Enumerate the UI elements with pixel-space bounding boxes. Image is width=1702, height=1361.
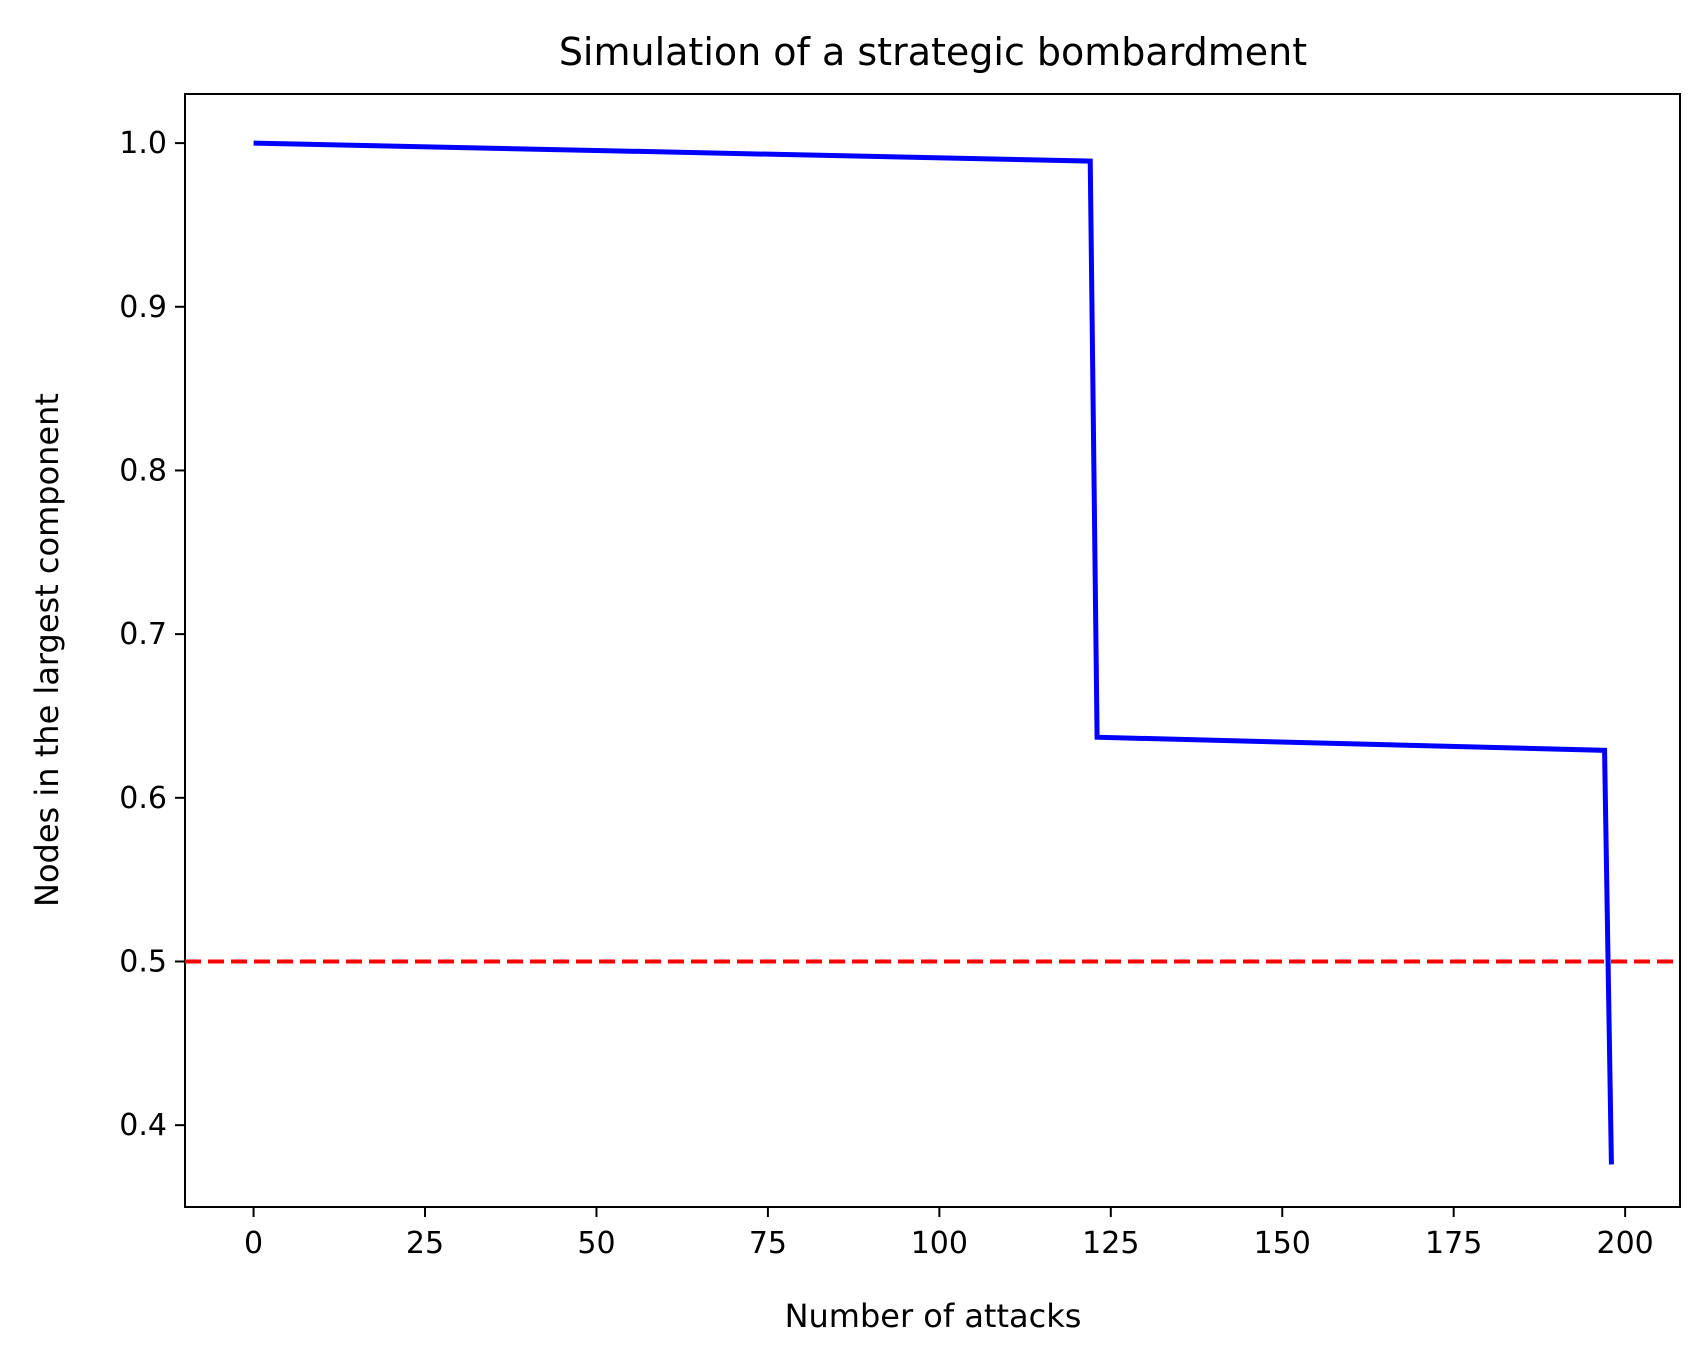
chart-title: Simulation of a strategic bombardment	[559, 30, 1307, 74]
y-tick-label: 0.6	[119, 781, 167, 816]
y-axis: 0.4 0.5 0.6 0.7 0.8 0.9 1.0	[119, 126, 185, 1143]
x-tick-label: 75	[749, 1226, 787, 1261]
x-tick-label: 50	[577, 1226, 615, 1261]
x-tick-label: 200	[1597, 1226, 1654, 1261]
y-tick-label: 0.7	[119, 617, 167, 652]
series-line	[253, 140, 1614, 1165]
y-axis-title: Nodes in the largest component	[28, 393, 66, 907]
x-tick-label: 175	[1425, 1226, 1482, 1261]
x-tick-label: 150	[1254, 1226, 1311, 1261]
x-tick-label: 0	[244, 1226, 263, 1261]
x-axis-title: Number of attacks	[785, 1297, 1082, 1335]
x-axis: 0 25 50 75 100 125 150 175 200	[244, 1207, 1654, 1261]
y-tick-label: 0.4	[119, 1108, 167, 1143]
y-tick-label: 0.9	[119, 290, 167, 325]
plot-area	[184, 93, 1681, 1208]
y-tick-label: 0.8	[119, 453, 167, 488]
plot-lines	[185, 140, 1680, 1165]
x-tick-label: 25	[406, 1226, 444, 1261]
x-tick-label: 100	[911, 1226, 968, 1261]
y-tick-label: 1.0	[119, 126, 167, 161]
y-tick-label: 0.5	[119, 944, 167, 979]
x-tick-label: 125	[1082, 1226, 1139, 1261]
